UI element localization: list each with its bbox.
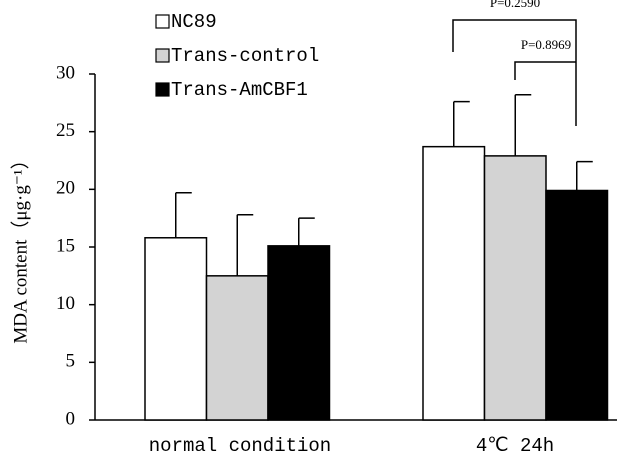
- annotation: P=0.8969: [521, 37, 571, 52]
- y-axis-label: MDA content（μg·g⁻¹）: [9, 150, 31, 343]
- bar: [483, 155, 547, 421]
- y-tick-label: 30: [56, 62, 75, 83]
- y-tick-label: 25: [56, 120, 75, 141]
- legend-swatch: [155, 48, 170, 63]
- y-tick-label: 10: [56, 293, 75, 314]
- legend-label: Trans-AmCBF1: [171, 79, 308, 101]
- bar: [422, 145, 486, 421]
- significance-brackets: [452, 19, 577, 126]
- y-tick-label: 15: [56, 235, 75, 256]
- legend-swatch: [155, 82, 170, 97]
- legend-label: NC89: [171, 11, 217, 33]
- y-tick-label: 20: [56, 178, 75, 199]
- annotation: P=0.2590: [490, 0, 540, 10]
- x-tick-label: normal condition: [149, 435, 331, 457]
- legend-swatch: [155, 14, 170, 29]
- bar: [205, 275, 269, 421]
- y-tick-label: 0: [66, 408, 76, 429]
- bar: [267, 245, 331, 421]
- legend-label: Trans-control: [171, 45, 319, 67]
- x-tick-label: 4℃ 24h: [476, 435, 554, 457]
- bar: [545, 189, 609, 421]
- y-tick-label: 5: [66, 351, 76, 372]
- bar: [144, 237, 208, 421]
